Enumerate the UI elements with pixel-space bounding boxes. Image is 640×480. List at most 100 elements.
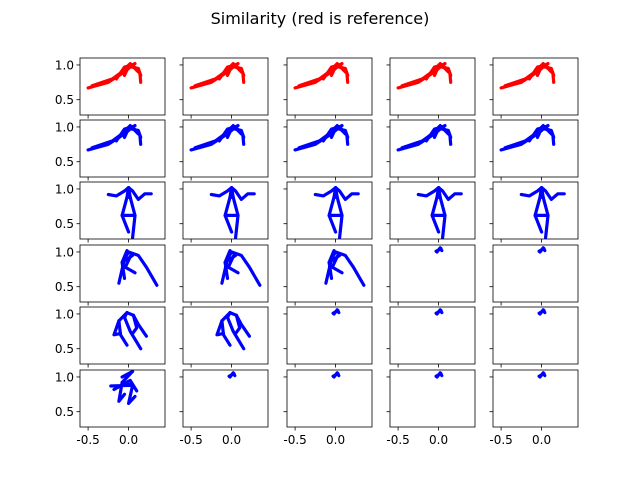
xtick-label: 0.0	[119, 433, 138, 447]
panel-r4-c4	[489, 306, 579, 368]
reference-segment-5	[221, 61, 243, 75]
panel-frame	[389, 181, 476, 240]
reference-segment-5	[428, 61, 450, 75]
candidate-segment-1	[227, 371, 236, 378]
ytick-label: 1.0	[55, 370, 74, 384]
panel-r4-c0: 0.5 1.0	[55, 306, 166, 368]
pose-standing	[106, 186, 153, 239]
panel-frame	[286, 119, 373, 178]
xtick-label: -0.5	[489, 433, 512, 447]
pose-leaning	[220, 249, 262, 287]
pose-crouch	[86, 123, 143, 152]
panel-r5-c3: -0.5 0.0	[386, 369, 476, 447]
candidate-segment-4	[120, 253, 135, 264]
pose-dot	[331, 308, 341, 316]
candidate-segment-1	[127, 250, 159, 287]
panel-r0-c1	[179, 57, 269, 119]
pose-leaning	[117, 249, 159, 287]
panel-r1-c2	[283, 119, 373, 181]
candidate-segment-1	[434, 371, 443, 378]
candidate-segment-1	[117, 380, 127, 403]
candidate-segment-0	[106, 186, 153, 201]
panel-r2-c0: 0.5 1.0	[55, 181, 166, 243]
ytick-label: 0.5	[55, 155, 74, 169]
panel-frame	[389, 119, 476, 178]
candidate-segment-3	[225, 315, 246, 351]
panel-r3-c0: 0.5 1.0	[55, 244, 166, 306]
panel-frame	[389, 306, 476, 365]
panel-frame	[286, 244, 373, 303]
candidate-segment-5	[234, 313, 242, 335]
candidate-segment-3	[122, 315, 143, 351]
candidate-segment-2	[230, 186, 240, 239]
reference-segment-5	[531, 61, 553, 75]
candidate-segment-1	[331, 308, 340, 315]
pose-crouch	[86, 61, 143, 90]
panel-r2-c2	[283, 181, 373, 243]
pose-standing	[313, 186, 360, 239]
panel-r0-c4	[489, 57, 579, 119]
panel-frame	[286, 57, 373, 116]
candidate-segment-3	[112, 378, 139, 393]
panel-frame	[182, 306, 269, 365]
panel-frame	[389, 57, 476, 116]
panel-r1-c3	[386, 119, 476, 181]
xtick-label: -0.5	[283, 433, 306, 447]
candidate-segment-1	[220, 311, 232, 347]
ytick-label: 0.5	[55, 405, 74, 419]
panel-frame	[492, 181, 579, 240]
chart-title: Similarity (red is reference)	[211, 9, 430, 28]
candidate-segment-1	[434, 308, 443, 315]
panel-r5-c0: 0.5 1.0 -0.5 0.0	[55, 369, 166, 447]
panel-r2-c3	[386, 181, 476, 243]
candidate-segment-1	[434, 246, 443, 253]
pose-crouch	[396, 61, 453, 90]
ytick-label: 0.5	[55, 342, 74, 356]
candidate-segment-1	[120, 186, 131, 234]
panel-frame	[492, 244, 579, 303]
pose-dot	[537, 308, 547, 316]
candidate-segment-1	[327, 186, 338, 234]
ytick-label: 1.0	[55, 58, 74, 72]
reference-segment-5	[118, 61, 140, 75]
candidate-segment-5	[428, 123, 450, 137]
candidate-segment-2	[127, 383, 137, 405]
candidate-segment-1	[117, 311, 129, 347]
panel-r1-c0: 0.5 1.0	[55, 119, 166, 181]
xtick-label: -0.5	[179, 433, 202, 447]
candidate-segment-0	[519, 186, 566, 201]
candidate-segment-4	[215, 319, 226, 337]
ytick-label: 0.5	[55, 280, 74, 294]
candidate-segment-2	[334, 186, 344, 239]
candidate-segment-1	[533, 186, 544, 234]
xtick-label: 0.0	[532, 433, 551, 447]
pose-standing	[209, 186, 256, 239]
pose-crouch	[293, 61, 350, 90]
panel-frame	[182, 57, 269, 116]
pose-collapsed	[109, 370, 139, 405]
panel-r0-c2	[283, 57, 373, 119]
panel-r5-c2: -0.5 0.0	[283, 369, 373, 447]
pose-crouch	[499, 61, 556, 90]
panel-r1-c4	[489, 119, 579, 181]
panel-frame	[79, 181, 166, 240]
pose-dot	[331, 371, 341, 379]
pose-crouch	[189, 61, 246, 90]
panel-frame	[182, 244, 269, 303]
panel-frame	[492, 369, 579, 428]
panel-r1-c1	[179, 119, 269, 181]
pose-crouch	[396, 123, 453, 152]
candidate-segment-0	[416, 186, 463, 201]
panel-r3-c3	[386, 244, 476, 306]
candidate-segment-2	[539, 186, 550, 239]
candidate-segment-4	[112, 319, 123, 337]
pose-dot	[537, 371, 547, 379]
pose-walking	[112, 311, 148, 351]
panel-r5-c1: -0.5 0.0	[179, 369, 269, 447]
ytick-label: 0.5	[55, 217, 74, 231]
xtick-label: 0.0	[222, 433, 241, 447]
candidate-segment-1	[537, 246, 546, 253]
panel-r0-c0: 0.5 1.0	[55, 57, 166, 119]
candidate-segment-5	[325, 123, 347, 137]
candidate-segment-2	[127, 186, 137, 239]
